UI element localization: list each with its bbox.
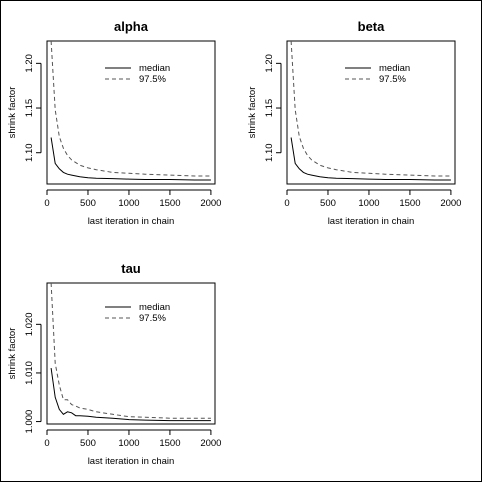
panel-alpha-x-tick-label-0: 0: [44, 198, 49, 209]
panel-tau-x-tick-label-2: 1000: [118, 438, 139, 449]
panel-tau-y-axis-label: shrink factor: [7, 328, 18, 380]
panel-alpha-y-tick-label-2: 1.20: [24, 54, 35, 73]
panel-beta-x-tick-label-4: 2000: [440, 198, 461, 209]
panel-alpha-x-tick-label-4: 2000: [200, 198, 221, 209]
panel-beta-y-tick-label-2: 1.20: [264, 54, 275, 73]
panel-alpha-legend-label-1: 97.5%: [139, 74, 166, 85]
panel-beta-y-tick-label-1: 1.15: [264, 99, 275, 118]
panel-beta-plot-frame: [286, 40, 456, 185]
panel-alpha-legend-label-0: median: [139, 63, 170, 74]
panel-beta-y-axis-label: shrink factor: [247, 87, 258, 139]
panel-tau-x-tick-label-3: 1500: [159, 438, 180, 449]
panel-beta-x-tick-label-0: 0: [284, 198, 289, 209]
panel-beta-title: beta: [358, 19, 386, 34]
panel-alpha-x-tick-label-1: 500: [80, 198, 96, 209]
panel-beta-x-tick-label-2: 1000: [358, 198, 379, 209]
panel-tau-x-axis-label: last iteration in chain: [88, 456, 175, 467]
panel-tau-x-tick-label-1: 500: [80, 438, 96, 449]
panel-tau-y-tick-label-1: 1.010: [24, 361, 35, 385]
panel-tau-legend-label-0: median: [139, 302, 170, 313]
panel-beta-y-tick-label-0: 1.10: [264, 143, 275, 162]
panel-tau-x-tick-label-0: 0: [44, 438, 49, 449]
panel-alpha-x-axis-label: last iteration in chain: [88, 216, 175, 227]
panel-beta-x-tick-label-3: 1500: [399, 198, 420, 209]
panel-tau-series-median-line: [50, 368, 211, 422]
panel-alpha-series-upper-line: [50, 40, 211, 177]
panel-tau-series-upper-line: [50, 282, 211, 419]
panel-beta-series-median-line: [290, 137, 451, 181]
panel-beta-x-tick-label-1: 500: [320, 198, 336, 209]
panel-alpha-title: alpha: [114, 19, 149, 34]
panel-tau-legend-label-1: 97.5%: [139, 313, 166, 324]
panel-beta-legend-label-1: 97.5%: [379, 74, 406, 85]
panel-tau-y-tick-label-2: 1.020: [24, 312, 35, 336]
panel-beta-x-axis-label: last iteration in chain: [328, 216, 415, 227]
panel-alpha-x-tick-label-2: 1000: [118, 198, 139, 209]
panel-tau-x-tick-label-4: 2000: [200, 438, 221, 449]
panel-alpha-y-axis-label: shrink factor: [7, 87, 18, 139]
panel-beta-series-upper-line: [290, 40, 451, 177]
panel-tau-title: tau: [121, 261, 141, 276]
panel-alpha-y-tick-label-1: 1.15: [24, 99, 35, 118]
panel-beta-legend-label-0: median: [379, 63, 410, 74]
panel-alpha-series-median-line: [50, 137, 211, 181]
panel-alpha-plot-frame: [46, 40, 216, 185]
panel-alpha-x-tick-label-3: 1500: [159, 198, 180, 209]
panel-tau-y-tick-label-0: 1.000: [24, 410, 35, 434]
panel-alpha-y-tick-label-0: 1.10: [24, 143, 35, 162]
panel-tau-plot-frame: [46, 282, 216, 425]
